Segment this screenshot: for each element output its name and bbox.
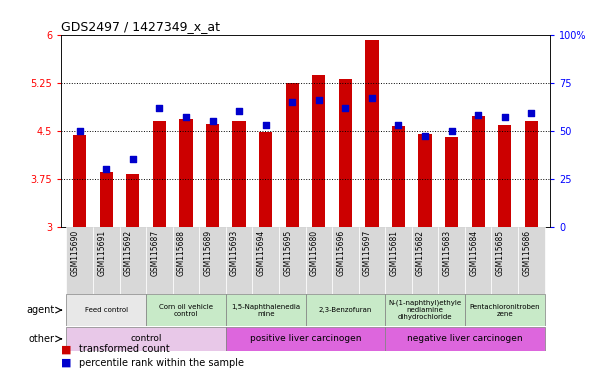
Bar — [232, 121, 246, 227]
Text: percentile rank within the sample: percentile rank within the sample — [79, 358, 244, 368]
Text: Pentachloronitroben
zene: Pentachloronitroben zene — [469, 304, 540, 316]
Text: GSM115683: GSM115683 — [442, 230, 452, 276]
Point — [500, 114, 510, 120]
Bar — [146, 227, 173, 294]
Point — [128, 156, 137, 162]
Text: GSM115693: GSM115693 — [230, 230, 239, 276]
Bar — [525, 121, 538, 227]
Text: positive liver carcinogen: positive liver carcinogen — [250, 334, 361, 343]
Text: agent: agent — [27, 305, 55, 315]
Text: GSM115694: GSM115694 — [257, 230, 266, 276]
Point — [340, 104, 350, 111]
Text: GSM115685: GSM115685 — [496, 230, 505, 276]
Bar — [252, 227, 279, 294]
Text: N-(1-naphthyl)ethyle
nediamine
dihydrochloride: N-(1-naphthyl)ethyle nediamine dihydroch… — [389, 300, 461, 320]
Text: ■: ■ — [61, 344, 71, 354]
Text: GSM115688: GSM115688 — [177, 230, 186, 276]
Bar — [120, 227, 146, 294]
Text: GSM115697: GSM115697 — [363, 230, 372, 276]
Bar — [472, 116, 485, 227]
Text: 2,3-Benzofuran: 2,3-Benzofuran — [319, 307, 372, 313]
Bar — [206, 124, 219, 227]
Bar — [465, 295, 544, 326]
Bar — [73, 135, 86, 227]
Bar — [100, 172, 113, 227]
Point — [261, 122, 271, 128]
Point — [474, 112, 483, 118]
Bar — [93, 227, 120, 294]
Text: ■: ■ — [61, 358, 71, 368]
Bar — [385, 327, 544, 351]
Point — [367, 95, 377, 101]
Bar — [146, 295, 226, 326]
Point — [314, 97, 324, 103]
Bar — [173, 227, 199, 294]
Bar — [359, 227, 385, 294]
Text: GSM115690: GSM115690 — [71, 230, 79, 276]
Point — [101, 166, 111, 172]
Point — [181, 114, 191, 120]
Bar — [465, 227, 491, 294]
Text: control: control — [130, 334, 162, 343]
Bar — [306, 295, 385, 326]
Bar — [498, 126, 511, 227]
Bar — [392, 126, 405, 227]
Bar — [338, 79, 352, 227]
Bar — [285, 83, 299, 227]
Text: GSM115687: GSM115687 — [150, 230, 159, 276]
Text: Feed control: Feed control — [85, 307, 128, 313]
Point — [208, 118, 218, 124]
Bar — [385, 295, 465, 326]
Text: transformed count: transformed count — [79, 344, 170, 354]
Bar — [419, 134, 432, 227]
Bar — [226, 327, 385, 351]
Point — [75, 127, 84, 134]
Bar — [126, 174, 139, 227]
Bar — [259, 132, 273, 227]
Text: GSM115696: GSM115696 — [336, 230, 345, 276]
Point — [234, 108, 244, 114]
Point — [420, 133, 430, 139]
Text: GSM115684: GSM115684 — [469, 230, 478, 276]
Bar — [412, 227, 438, 294]
Bar — [67, 227, 93, 294]
Text: GSM115691: GSM115691 — [97, 230, 106, 276]
Bar — [365, 40, 379, 227]
Text: other: other — [29, 334, 55, 344]
Text: GSM115692: GSM115692 — [124, 230, 133, 276]
Text: 1,5-Naphthalenedia
mine: 1,5-Naphthalenedia mine — [231, 304, 300, 316]
Text: GSM115682: GSM115682 — [416, 230, 425, 276]
Text: GSM115681: GSM115681 — [389, 230, 398, 276]
Bar — [279, 227, 306, 294]
Bar — [438, 227, 465, 294]
Bar — [445, 137, 458, 227]
Point — [447, 127, 456, 134]
Bar — [491, 227, 518, 294]
Bar — [385, 227, 412, 294]
Bar — [518, 227, 544, 294]
Point — [393, 122, 403, 128]
Bar — [67, 327, 226, 351]
Bar — [153, 121, 166, 227]
Text: Corn oil vehicle
control: Corn oil vehicle control — [159, 304, 213, 316]
Bar — [226, 295, 306, 326]
Bar — [179, 119, 192, 227]
Text: GSM115689: GSM115689 — [203, 230, 213, 276]
Point — [155, 104, 164, 111]
Bar — [312, 75, 326, 227]
Text: GSM115680: GSM115680 — [310, 230, 319, 276]
Bar — [67, 295, 146, 326]
Point — [527, 110, 536, 116]
Text: GSM115686: GSM115686 — [522, 230, 532, 276]
Bar — [199, 227, 226, 294]
Text: GSM115695: GSM115695 — [284, 230, 292, 276]
Point — [287, 99, 297, 105]
Text: GDS2497 / 1427349_x_at: GDS2497 / 1427349_x_at — [61, 20, 220, 33]
Bar — [332, 227, 359, 294]
Bar — [306, 227, 332, 294]
Text: negative liver carcinogen: negative liver carcinogen — [407, 334, 522, 343]
Bar — [226, 227, 252, 294]
